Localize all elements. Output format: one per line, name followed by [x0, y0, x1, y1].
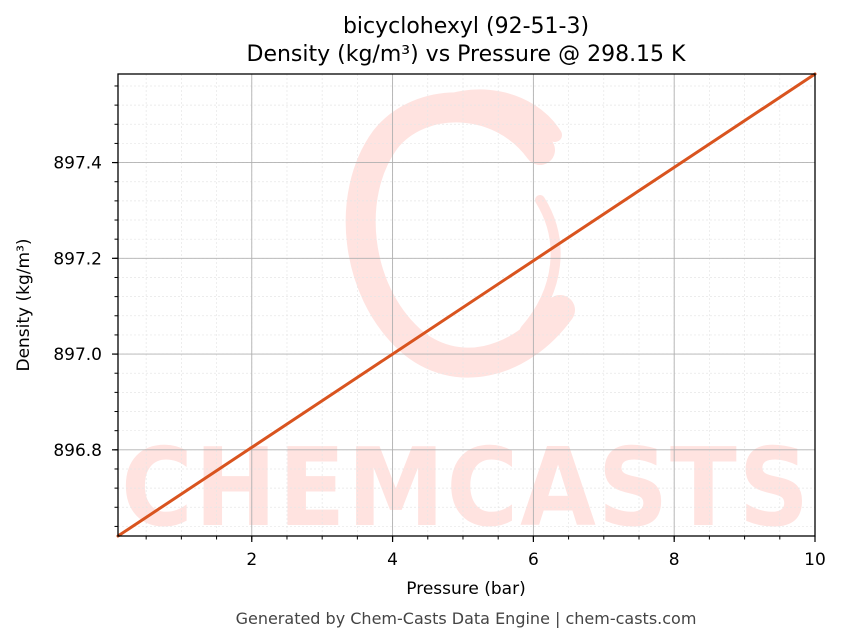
y-axis-ticks: 896.8 897.0 897.2 897.4 — [53, 85, 118, 527]
x-tick-label: 8 — [669, 550, 680, 570]
density-series-line — [116, 72, 817, 538]
y-axis-label: Density (kg/m³) — [14, 238, 34, 371]
x-axis-ticks: 2 4 6 8 10 — [145, 536, 826, 570]
y-tick-label: 896.8 — [53, 441, 102, 461]
x-tick-label: 6 — [528, 550, 539, 570]
axes-frame — [117, 73, 816, 537]
y-tick-label: 897.0 — [53, 345, 102, 365]
y-tick-label: 897.4 — [53, 154, 102, 174]
chart-title-line-1: bicyclohexyl (92-51-3) — [343, 14, 589, 39]
watermark-text: CHEMCASTS — [121, 426, 811, 551]
chart-title-line-2: Density (kg/m³) vs Pressure @ 298.15 K — [247, 42, 687, 67]
series-layer — [116, 72, 817, 538]
x-axis-label: Pressure (bar) — [406, 579, 525, 599]
watermark: CHEMCASTS — [121, 89, 811, 551]
x-tick-label: 4 — [387, 550, 398, 570]
x-tick-label: 2 — [246, 550, 257, 570]
footer-credit: Generated by Chem-Casts Data Engine | ch… — [236, 609, 697, 628]
y-tick-label: 897.2 — [53, 249, 102, 269]
x-tick-label: 10 — [804, 550, 826, 570]
